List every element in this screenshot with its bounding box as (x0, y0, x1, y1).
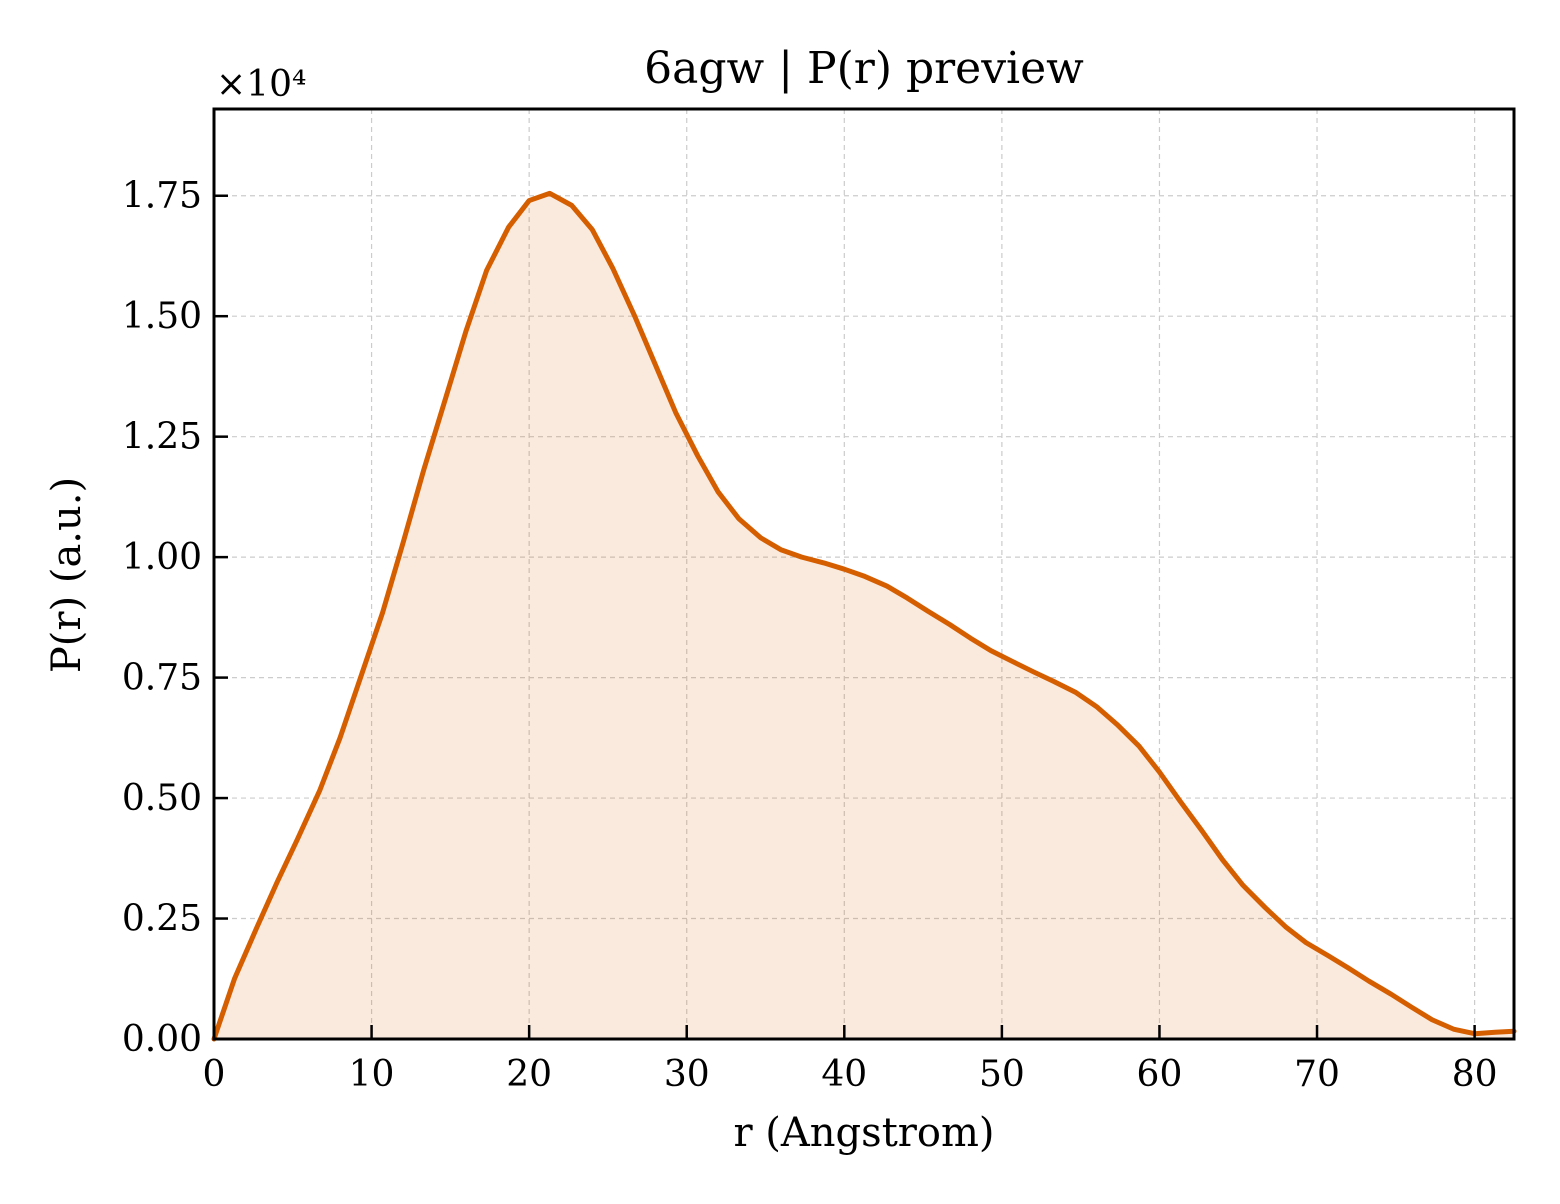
y-tick-label: 1.00 (122, 537, 202, 578)
x-tick-label: 50 (979, 1054, 1025, 1095)
x-tick-label: 60 (1137, 1054, 1183, 1095)
axes-frame (212, 107, 1516, 1041)
y-tick-label: 1.50 (122, 296, 202, 337)
y-tick-label: 0.00 (122, 1019, 202, 1060)
y-offset-label: ×10⁴ (216, 64, 306, 105)
chart-title: 6agw | P(r) preview (644, 43, 1084, 94)
x-tick-label: 0 (203, 1054, 226, 1095)
x-tick-label: 20 (506, 1054, 552, 1095)
y-tick-label: 0.25 (122, 899, 202, 940)
pr-curve (211, 190, 1517, 1042)
x-tick-label: 80 (1452, 1054, 1498, 1095)
pr-area-fill (214, 193, 1514, 1039)
x-tick-label: 30 (664, 1054, 710, 1095)
grid (214, 109, 1514, 1039)
x-axis-label: r (Angstrom) (733, 1110, 994, 1156)
y-tick-label: 1.75 (122, 176, 202, 217)
ticks: 0 10 20 30 40 50 60 70 80 0.00 0.25 0.50 0.75 1.00 1.2… (122, 176, 1498, 1095)
plot-frame (212, 107, 1516, 1041)
area-layer (211, 190, 1517, 1042)
y-tick-label: 1.25 (122, 417, 202, 458)
x-tick-label: 10 (349, 1054, 395, 1095)
x-tick-label: 40 (821, 1054, 867, 1095)
y-tick-label: 0.50 (122, 778, 202, 819)
x-tick-label: 70 (1294, 1054, 1340, 1095)
y-tick-label: 0.75 (122, 658, 202, 699)
y-axis-label: P(r) (a.u.) (44, 477, 90, 673)
